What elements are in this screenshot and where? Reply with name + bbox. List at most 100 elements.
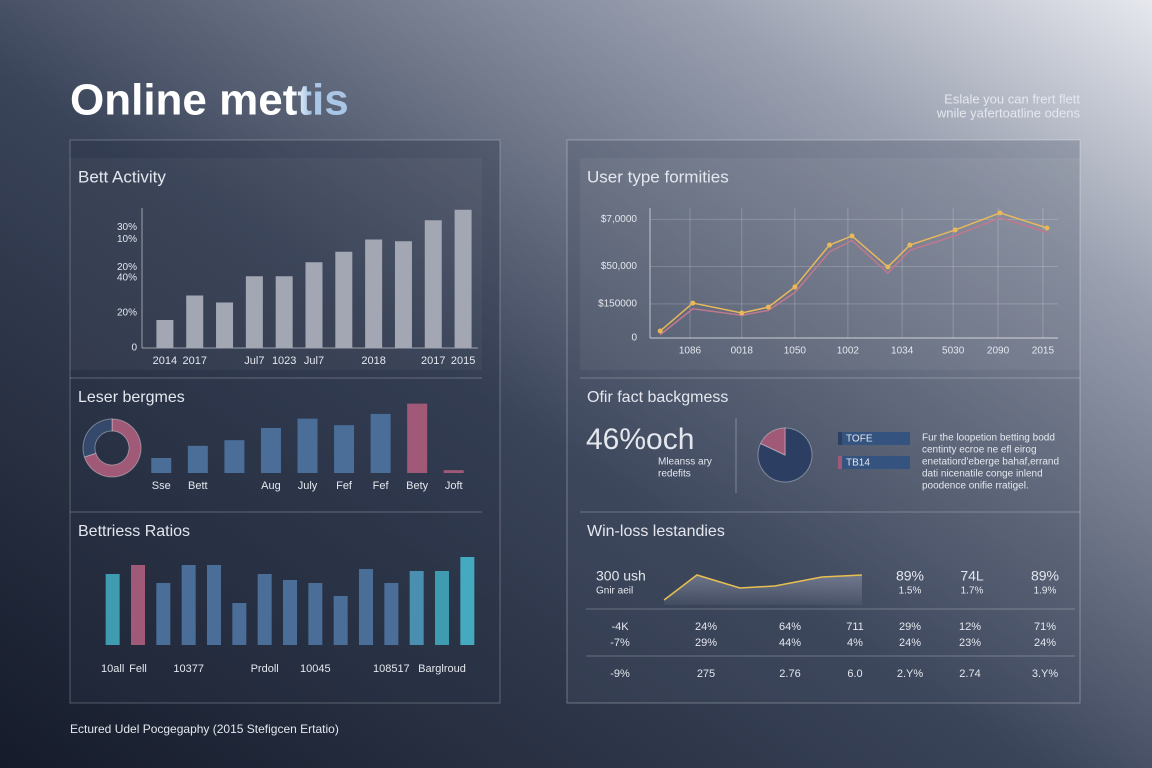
x-tick-label: Bett (188, 480, 208, 492)
table-subheader: 1.9% (1034, 586, 1057, 597)
point (997, 210, 1003, 216)
x-tick-label: 1023 (272, 355, 296, 367)
bar (365, 239, 383, 348)
x-tick-label: 2018 (361, 355, 385, 367)
point (739, 310, 745, 316)
bar (187, 445, 208, 473)
legend-box (842, 432, 910, 445)
point (1044, 225, 1050, 231)
x-tick-label: 2017 (421, 355, 445, 367)
x-tick-label: 10all (101, 663, 124, 675)
x-tick-label: Aug (261, 480, 281, 492)
x-tick-label: Jul7 (304, 355, 324, 367)
table-cell: 23% (959, 637, 981, 649)
table-subheader: 1.7% (961, 586, 984, 597)
bar (224, 440, 245, 473)
description: centinty ecroe ne efl eirog (922, 445, 1037, 456)
y-tick-label: 0 (631, 333, 637, 344)
panel-title: Bett Activity (78, 167, 166, 186)
bar (460, 557, 475, 645)
bar (105, 574, 120, 645)
slice (83, 418, 142, 478)
bar (207, 565, 221, 645)
panel-title: User type formities (587, 167, 729, 186)
bar (275, 276, 293, 348)
description: Fur the loopetion betting bodd (922, 433, 1055, 444)
big-value: 46%och (586, 423, 694, 456)
table-header: 74L (960, 568, 984, 584)
bar (297, 418, 318, 473)
x-tick-label: 108517 (373, 663, 410, 675)
table-cell: 6.0 (847, 668, 862, 680)
legend-swatch (838, 432, 842, 445)
legend-label: TB14 (846, 458, 870, 469)
bar (216, 302, 234, 348)
series-line (659, 212, 1048, 332)
sublabel: Gnir aeil (596, 586, 633, 597)
bar (181, 565, 196, 645)
slice (759, 427, 786, 456)
point (952, 227, 958, 233)
bar (334, 425, 355, 473)
panel-title: Win-loss lestandies (587, 523, 725, 540)
x-tick-label: 1086 (679, 346, 702, 357)
x-tick-label: Joft (445, 480, 463, 492)
y-tick-label: 30% (117, 222, 137, 233)
table-cell: 29% (899, 621, 921, 633)
panel-title: Leser bergmes (78, 389, 185, 406)
bar (407, 403, 428, 473)
table-cell: 2.Y% (897, 668, 924, 680)
table-cell: 2.74 (959, 668, 980, 680)
y-tick-label: $50,000 (601, 261, 638, 272)
slice (82, 418, 113, 458)
x-tick-label: 0018 (731, 346, 754, 357)
x-tick-label: Barglroud (418, 663, 466, 675)
bar (443, 470, 464, 473)
tagline: wnile yafertoatline odens (936, 105, 1081, 120)
table-cell: 2.76 (779, 668, 800, 680)
point (765, 304, 771, 310)
note: redefits (658, 469, 691, 480)
bar (308, 583, 323, 645)
bar (333, 596, 348, 645)
x-tick-label: Jul7 (244, 355, 264, 367)
bar (394, 241, 412, 348)
x-tick-label: July (298, 480, 318, 492)
panel-title: Ofir fact backgmess (587, 389, 728, 406)
point (792, 284, 798, 290)
table-header: 89% (896, 568, 924, 584)
table-cell: 64% (779, 621, 801, 633)
bar (305, 262, 323, 348)
slice (757, 427, 813, 483)
bar (454, 209, 472, 348)
x-tick-label: 2090 (987, 346, 1010, 357)
bar (260, 428, 281, 473)
table-header: 89% (1031, 568, 1059, 584)
y-tick-label: 20% (117, 308, 137, 319)
table-cell: 24% (695, 621, 717, 633)
point (907, 242, 913, 248)
y-tick-label: 40% (117, 273, 137, 284)
footer: Ectured Udel Pocgegaphy (2015 Stefigcen … (70, 722, 339, 736)
point (849, 233, 855, 239)
tagline: Eslale you can frert flett (944, 91, 1080, 106)
legend-swatch (838, 456, 842, 469)
table-cell: 24% (1034, 637, 1056, 649)
area (664, 575, 862, 605)
bar (359, 569, 373, 645)
x-tick-label: Fef (336, 480, 353, 492)
point (885, 264, 891, 270)
bar (232, 603, 247, 645)
page-title: Online mettis (70, 76, 349, 125)
table-cell: -9% (610, 668, 630, 680)
series-line (659, 216, 1048, 336)
table-cell: 711 (846, 621, 864, 633)
bar (257, 574, 272, 645)
bar (435, 571, 449, 645)
x-tick-label: 1034 (891, 346, 914, 357)
table-subheader: 1.5% (899, 586, 922, 597)
y-tick-label: 20% (117, 262, 137, 273)
x-tick-label: 5030 (942, 346, 965, 357)
table-cell: 29% (695, 637, 717, 649)
